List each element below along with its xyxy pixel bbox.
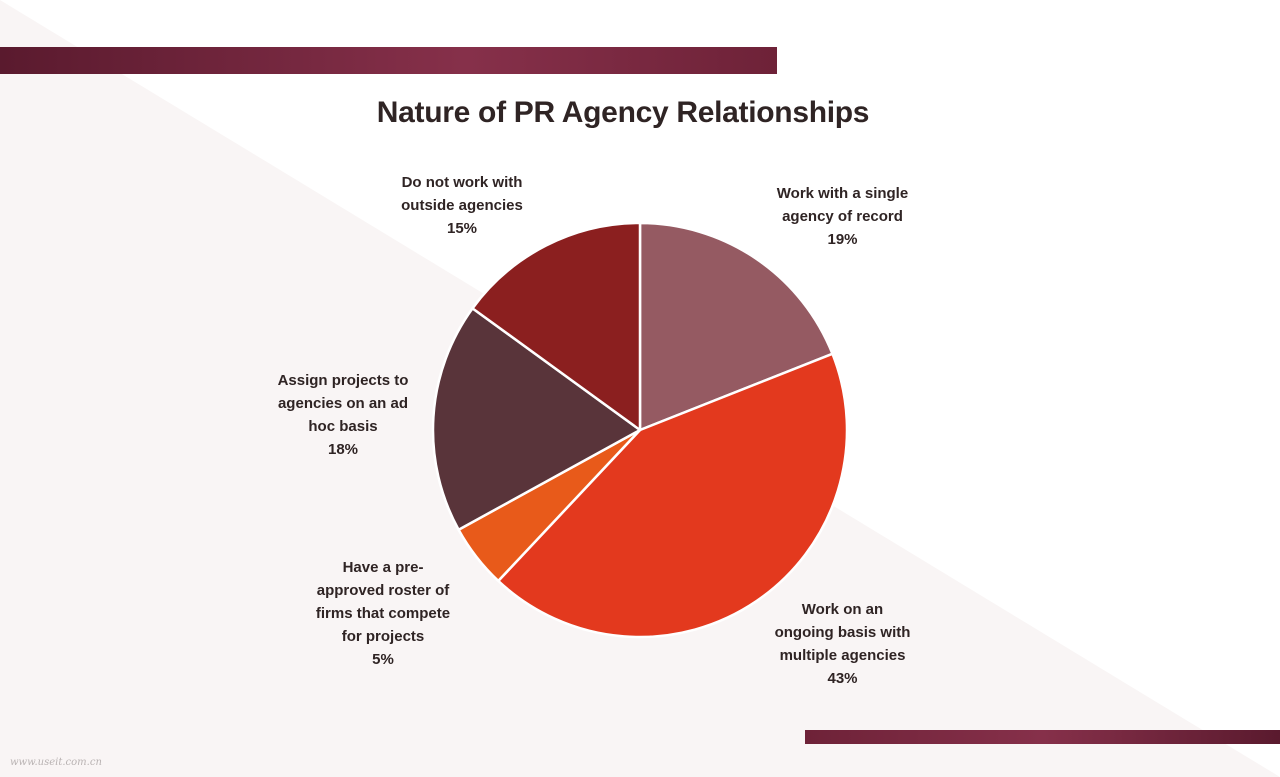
bottom-accent-bar — [805, 730, 1280, 744]
top-accent-bar — [0, 47, 777, 74]
slice-label-line: outside agencies — [401, 197, 523, 214]
chart-title: Nature of PR Agency Relationships — [376, 96, 870, 129]
slice-label-ad-hoc: Assign projects to agencies on an ad hoc… — [243, 369, 443, 461]
slice-label-line: ongoing basis with — [774, 624, 911, 641]
slice-label-line: multiple agencies — [779, 647, 906, 664]
slice-label-line: Have a pre- — [342, 559, 424, 576]
pie-slice-ad-hoc — [431, 307, 642, 531]
slice-label-line: agencies on an ad — [277, 395, 409, 412]
slice-label-multiple-agencies: Work on an ongoing basis with multiple a… — [740, 598, 945, 690]
slice-label-line: agency of record — [782, 208, 903, 225]
slice-label-no-outside-agencies: Do not work with outside agencies 15% — [362, 171, 562, 240]
pie-slice-no-outside-agencies — [471, 221, 642, 432]
slice-label-line: approved roster of — [316, 582, 450, 599]
slice-label-line: Do not work with — [401, 174, 523, 191]
slice-value-label: 15% — [446, 220, 478, 237]
slice-label-line: Work with a single — [776, 185, 909, 202]
slice-label-line: for projects — [341, 628, 425, 645]
slice-label-line: Assign projects to — [277, 372, 409, 389]
slice-label-pre-approved-roster: Have a pre- approved roster of firms tha… — [283, 556, 483, 671]
slice-label-line: Work on an — [801, 601, 884, 618]
slice-label-line: firms that compete — [315, 605, 451, 622]
slice-value-label: 19% — [827, 231, 858, 248]
watermark-text: www.useit.com.cn — [10, 757, 102, 768]
slice-value-label: 5% — [372, 651, 394, 668]
slice-value-label: 18% — [327, 441, 359, 458]
slice-value-label: 43% — [827, 670, 858, 687]
slice-label-single-agency: Work with a single agency of record 19% — [740, 182, 945, 251]
pie-slice-single-agency — [638, 221, 834, 432]
pie-slice-multiple-agencies — [497, 352, 849, 639]
slice-label-line: hoc basis — [308, 418, 378, 435]
